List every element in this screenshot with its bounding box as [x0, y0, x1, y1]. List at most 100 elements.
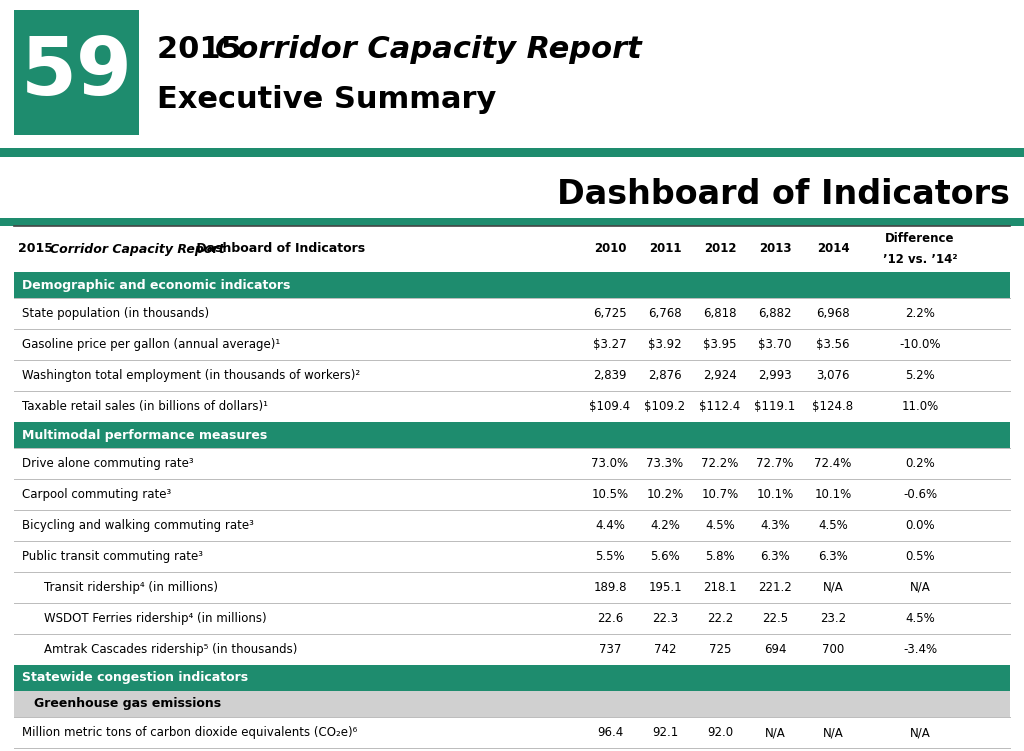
Text: 5.8%: 5.8%: [706, 550, 735, 563]
Text: Demographic and economic indicators: Demographic and economic indicators: [22, 279, 291, 291]
Text: 6,882: 6,882: [758, 307, 792, 320]
Text: Executive Summary: Executive Summary: [157, 86, 497, 114]
Bar: [14, 10, 139, 135]
Text: Taxable retail sales (in billions of dollars)¹: Taxable retail sales (in billions of dol…: [22, 400, 268, 413]
Text: Gasoline price per gallon (annual average)¹: Gasoline price per gallon (annual averag…: [22, 338, 281, 351]
Text: 4.5%: 4.5%: [905, 612, 935, 625]
Text: 10.1%: 10.1%: [757, 488, 794, 501]
Text: 23.2: 23.2: [820, 612, 846, 625]
Text: 0.2%: 0.2%: [905, 457, 935, 470]
Text: 6,725: 6,725: [593, 307, 627, 320]
Bar: [14, 479, 1010, 510]
Bar: [14, 634, 1010, 665]
Text: -10.0%: -10.0%: [899, 338, 941, 351]
Text: Greenhouse gas emissions: Greenhouse gas emissions: [34, 698, 221, 710]
Bar: [14, 665, 1010, 691]
Bar: [14, 748, 1010, 751]
Text: 0.0%: 0.0%: [905, 519, 935, 532]
Text: 2015: 2015: [157, 35, 253, 65]
Text: 742: 742: [653, 643, 676, 656]
Text: 6,968: 6,968: [816, 307, 850, 320]
Text: 2014: 2014: [817, 243, 849, 255]
Bar: [14, 422, 1010, 448]
Text: -3.4%: -3.4%: [903, 643, 937, 656]
Bar: [14, 572, 1010, 603]
Bar: [14, 329, 1010, 360]
Text: 2010: 2010: [594, 243, 627, 255]
Text: Public transit commuting rate³: Public transit commuting rate³: [22, 550, 203, 563]
Text: 189.8: 189.8: [593, 581, 627, 594]
Text: 59: 59: [20, 34, 132, 111]
Text: -0.6%: -0.6%: [903, 488, 937, 501]
Text: 10.7%: 10.7%: [701, 488, 738, 501]
Text: 96.4: 96.4: [597, 726, 624, 739]
Bar: [0, 218, 1024, 226]
Text: Corridor Capacity Report: Corridor Capacity Report: [50, 243, 224, 255]
Text: 4.4%: 4.4%: [595, 519, 625, 532]
Text: 5.6%: 5.6%: [650, 550, 680, 563]
Text: 10.2%: 10.2%: [646, 488, 684, 501]
Text: 4.2%: 4.2%: [650, 519, 680, 532]
Text: Corridor Capacity Report: Corridor Capacity Report: [215, 35, 642, 65]
Text: 4.5%: 4.5%: [818, 519, 848, 532]
Text: 2,876: 2,876: [648, 369, 682, 382]
Bar: [14, 298, 1010, 329]
Text: N/A: N/A: [909, 726, 931, 739]
Text: 725: 725: [709, 643, 731, 656]
Text: 73.0%: 73.0%: [592, 457, 629, 470]
Bar: [14, 510, 1010, 541]
Text: $112.4: $112.4: [699, 400, 740, 413]
Text: Amtrak Cascades ridership⁵ (in thousands): Amtrak Cascades ridership⁵ (in thousands…: [44, 643, 297, 656]
Text: $109.2: $109.2: [644, 400, 685, 413]
Text: 0.5%: 0.5%: [905, 550, 935, 563]
Text: 6.3%: 6.3%: [818, 550, 848, 563]
Text: 10.1%: 10.1%: [814, 488, 852, 501]
Text: 92.0: 92.0: [707, 726, 733, 739]
Bar: [0, 148, 1024, 157]
Text: 72.2%: 72.2%: [701, 457, 738, 470]
Text: 92.1: 92.1: [652, 726, 678, 739]
Text: 4.3%: 4.3%: [760, 519, 790, 532]
Text: Drive alone commuting rate³: Drive alone commuting rate³: [22, 457, 194, 470]
Text: WSDOT Ferries ridership⁴ (in millions): WSDOT Ferries ridership⁴ (in millions): [44, 612, 266, 625]
Text: Statewide congestion indicators: Statewide congestion indicators: [22, 671, 248, 684]
Text: 700: 700: [822, 643, 844, 656]
Text: 22.6: 22.6: [597, 612, 624, 625]
Text: Washington total employment (in thousands of workers)²: Washington total employment (in thousand…: [22, 369, 360, 382]
Text: $3.92: $3.92: [648, 338, 682, 351]
Text: Multimodal performance measures: Multimodal performance measures: [22, 429, 267, 442]
Text: 72.7%: 72.7%: [757, 457, 794, 470]
Bar: [14, 391, 1010, 422]
Text: 2015: 2015: [18, 243, 57, 255]
Text: 5.2%: 5.2%: [905, 369, 935, 382]
Text: ’12 vs. ’14²: ’12 vs. ’14²: [883, 252, 957, 266]
Text: Million metric tons of carbon dioxide equivalents (CO₂e)⁶: Million metric tons of carbon dioxide eq…: [22, 726, 357, 739]
Text: 22.3: 22.3: [652, 612, 678, 625]
Bar: [14, 603, 1010, 634]
Bar: [14, 541, 1010, 572]
Text: $119.1: $119.1: [755, 400, 796, 413]
Text: 4.5%: 4.5%: [706, 519, 735, 532]
Text: $3.27: $3.27: [593, 338, 627, 351]
Bar: [14, 691, 1010, 717]
Text: $109.4: $109.4: [590, 400, 631, 413]
Text: $124.8: $124.8: [812, 400, 854, 413]
Text: Transit ridership⁴ (in millions): Transit ridership⁴ (in millions): [44, 581, 218, 594]
Text: 22.2: 22.2: [707, 612, 733, 625]
Text: 221.2: 221.2: [758, 581, 792, 594]
Text: 2013: 2013: [759, 243, 792, 255]
Text: 3,076: 3,076: [816, 369, 850, 382]
Text: Difference: Difference: [886, 232, 954, 246]
Text: 737: 737: [599, 643, 622, 656]
Text: 72.4%: 72.4%: [814, 457, 852, 470]
Text: 6.3%: 6.3%: [760, 550, 790, 563]
Text: 218.1: 218.1: [703, 581, 737, 594]
Bar: [14, 717, 1010, 748]
Text: 6,768: 6,768: [648, 307, 682, 320]
Text: 11.0%: 11.0%: [901, 400, 939, 413]
Text: 22.5: 22.5: [762, 612, 788, 625]
Text: 2,924: 2,924: [703, 369, 737, 382]
Text: 73.3%: 73.3%: [646, 457, 684, 470]
Text: 2.2%: 2.2%: [905, 307, 935, 320]
Bar: [14, 448, 1010, 479]
